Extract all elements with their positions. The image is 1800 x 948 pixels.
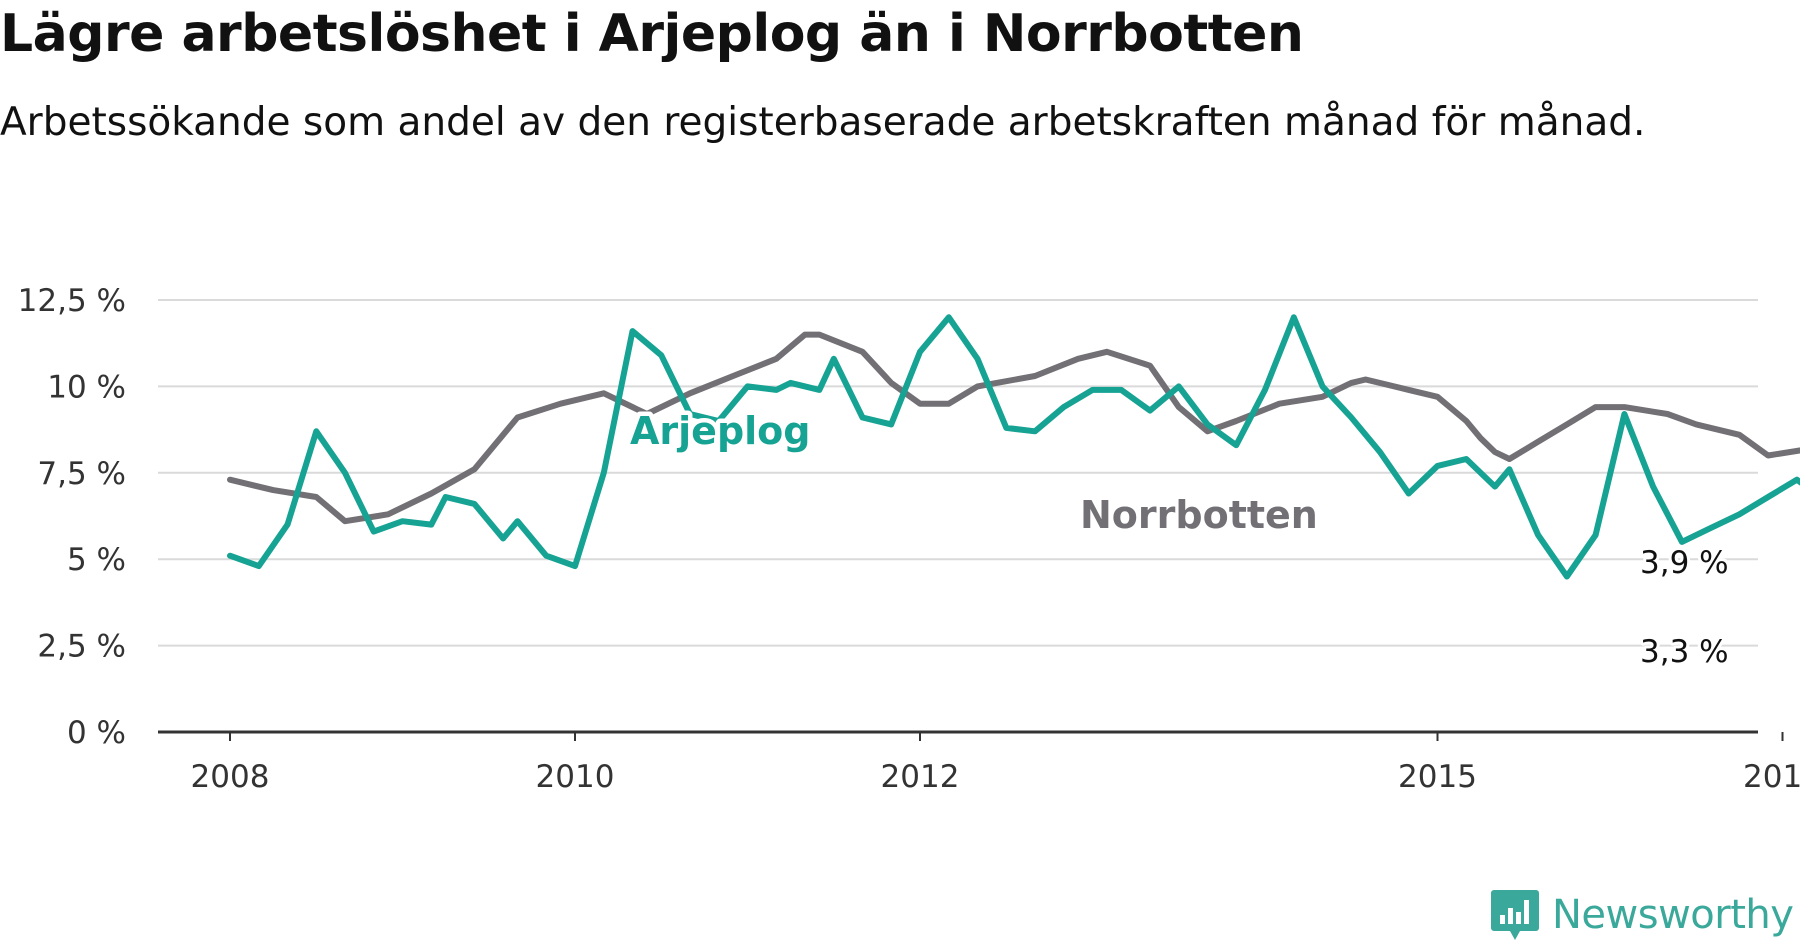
series-label-arjeplog: Arjeplog: [630, 409, 810, 453]
y-tick-label: 5 %: [67, 542, 126, 578]
gridlines: [158, 299, 1758, 647]
brand: Newsworthy: [1490, 887, 1794, 943]
end-label-norrbotten: 3,9 %: [1640, 545, 1729, 581]
y-tick-label: 12,5 %: [18, 283, 126, 319]
chart-subtitle: Arbetssökande som andel av den registerb…: [0, 100, 1646, 145]
x-axis: 20082010201220152017202020222024: [158, 730, 1800, 795]
x-tick-label: 2010: [536, 759, 615, 795]
y-tick-label: 2,5 %: [37, 629, 126, 665]
x-tick-label: 2017: [1743, 759, 1800, 795]
y-tick-label: 0 %: [67, 715, 126, 751]
series-line-norrbotten: [227, 331, 1800, 525]
brand-name: Newsworthy: [1552, 892, 1794, 938]
newsworthy-logo-icon: [1491, 890, 1539, 940]
x-tick-label: 2015: [1398, 759, 1477, 795]
y-tick-label: 10 %: [47, 369, 126, 405]
series-lines: [227, 314, 1800, 580]
series-line-arjeplog: [227, 314, 1800, 580]
end-labels: 3,9 % 3,3 %: [1637, 542, 1732, 673]
series-labels: Norrbotten Arjeplog: [626, 405, 1323, 542]
y-axis-ticks: 0 % 2,5 % 5 % 7,5 % 10 % 12,5 %: [18, 283, 126, 751]
y-tick-label: 7,5 %: [37, 456, 126, 492]
x-tick-label: 2012: [881, 759, 960, 795]
x-tick-label: 2008: [191, 759, 270, 795]
chart-title: Lägre arbetslöshet i Arjeplog än i Norrb…: [0, 4, 1304, 64]
series-label-norrbotten: Norrbotten: [1080, 493, 1318, 537]
end-label-arjeplog: 3,3 %: [1640, 634, 1729, 670]
